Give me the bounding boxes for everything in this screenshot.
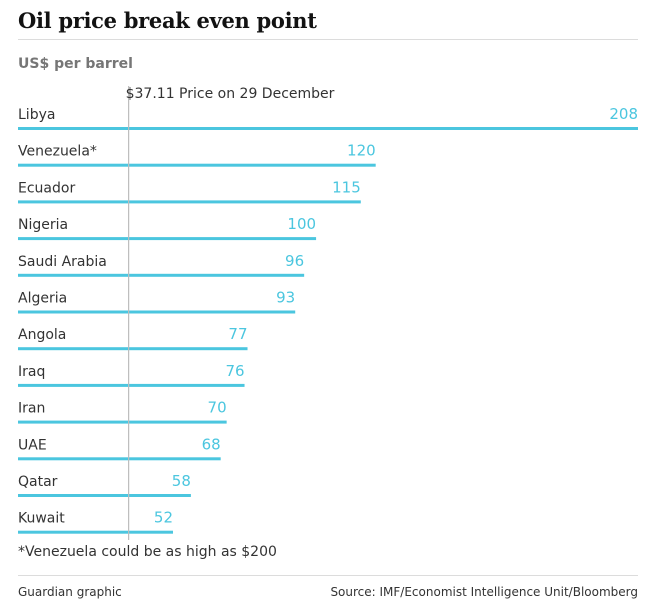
category-label: Nigeria [18, 217, 68, 233]
footnote: *Venezuela could be as high as $200 [18, 544, 277, 560]
bar-algeria [18, 310, 296, 314]
value-label: 70 [208, 399, 227, 417]
category-label: UAE [18, 437, 47, 453]
bar-kuwait [18, 530, 173, 534]
bar-iran [18, 420, 227, 424]
category-label: Saudi Arabia [18, 254, 107, 270]
value-label: 77 [228, 325, 247, 343]
category-label: Qatar [18, 474, 58, 490]
bar-saudi-arabia [18, 273, 305, 277]
value-label: 68 [202, 435, 221, 453]
category-label: Iran [18, 401, 45, 417]
chart-title: Oil price break even point [18, 8, 317, 33]
category-label: Iraq [18, 364, 45, 380]
value-label: 93 [276, 289, 295, 307]
bar-iraq [18, 383, 245, 387]
reference-line-label: $37.11 Price on 29 December [126, 86, 335, 102]
value-label: 58 [172, 472, 191, 490]
value-label: 76 [225, 362, 244, 380]
value-label: 208 [609, 105, 638, 123]
value-label: 52 [154, 509, 173, 527]
bar-libya [18, 127, 638, 130]
category-label: Venezuela* [18, 144, 97, 160]
title-divider [18, 39, 638, 40]
bar-qatar [18, 494, 191, 497]
bar-angola [18, 347, 248, 351]
category-label: Libya [18, 107, 55, 123]
value-label: 96 [285, 252, 304, 270]
value-label: 120 [347, 142, 376, 160]
bar-nigeria [18, 237, 317, 241]
category-label: Angola [18, 327, 66, 343]
bar-ecuador [18, 200, 361, 204]
value-label: 100 [287, 215, 316, 233]
category-label: Ecuador [18, 180, 75, 196]
category-label: Algeria [18, 291, 67, 307]
value-label: 115 [332, 178, 361, 196]
footer-divider [18, 575, 638, 576]
bar-chart: Libya 208 Venezuela* 120 Ecuador 115 Nigeria 10… [18, 86, 638, 540]
credit-text: Guardian graphic [18, 585, 122, 599]
unit-label: US$ per barrel [18, 56, 133, 72]
bar-venezuela [18, 163, 376, 167]
bar-uae [18, 457, 221, 461]
category-label: Kuwait [18, 511, 65, 527]
bars-layer: Libya 208 Venezuela* 120 Ecuador 115 Nigeria 10… [18, 105, 638, 534]
source-text: Source: IMF/Economist Intelligence Unit/… [330, 585, 638, 599]
